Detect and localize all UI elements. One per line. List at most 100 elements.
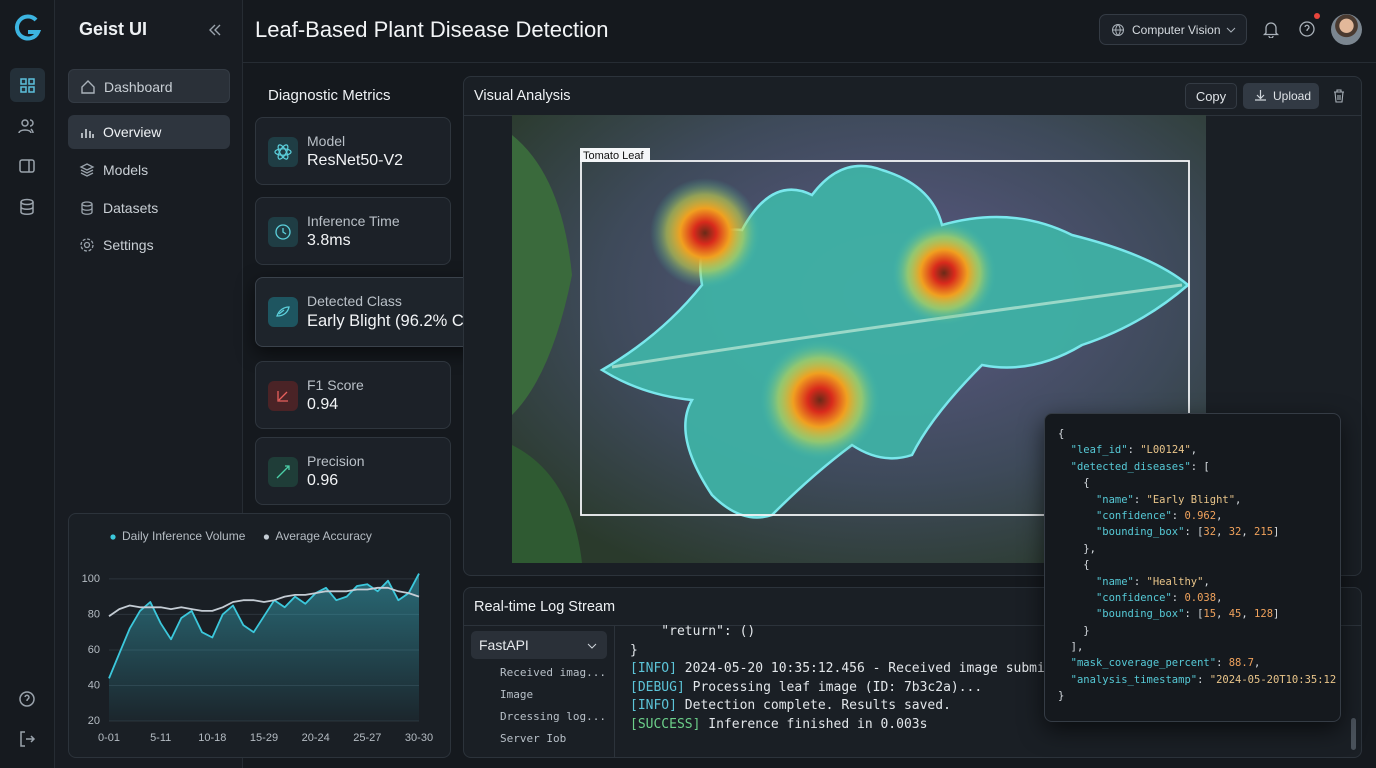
metric-label: Precision <box>307 453 365 469</box>
json-line: "bounding_box": [32, 32, 215] <box>1095 526 1280 539</box>
domain-selector[interactable]: Computer Vision <box>1099 14 1247 45</box>
json-line: "mask_coverage_percent": 88.7, <box>1070 657 1261 670</box>
json-line: "confidence": 0.962, <box>1095 509 1223 522</box>
metric-value: 3.8ms <box>307 232 351 249</box>
rail-users[interactable] <box>17 116 37 136</box>
delete-button[interactable] <box>1331 88 1347 104</box>
log-message: "return": () <box>630 624 756 639</box>
y-tick-label: 100 <box>82 573 100 585</box>
nav-item[interactable]: Models <box>68 153 230 187</box>
scrollbar <box>1351 718 1356 750</box>
rail-media[interactable] <box>17 156 37 176</box>
nav-item[interactable]: Dashboard <box>68 69 230 103</box>
json-line: { <box>1058 559 1090 572</box>
legend-marker <box>110 534 116 540</box>
log-message: Detection complete. Results saved. <box>676 698 951 714</box>
log-tag: [SUCCESS] <box>630 716 701 732</box>
x-tick-label: 20-24 <box>302 732 330 744</box>
upload-button[interactable]: Upload <box>1243 83 1319 109</box>
json-line: "leaf_id": "L00124", <box>1070 444 1198 457</box>
metric-value: ResNet50-V2 <box>307 152 404 169</box>
upload-label: Upload <box>1273 89 1312 103</box>
json-popup: { "leaf_id": "L00124", "detected_disease… <box>1044 413 1341 722</box>
json-line: "name": "Healthy", <box>1095 575 1210 588</box>
json-body: { "leaf_id": "L00124", "detected_disease… <box>1058 428 1336 707</box>
legend-label: Average Accuracy <box>275 529 372 543</box>
json-line: } <box>1058 624 1090 637</box>
metric-card: Inference Time 3.8ms <box>255 197 451 265</box>
brand: Geist UI <box>79 19 148 39</box>
source-item: Server Iob <box>500 732 567 745</box>
log-line: [INFO] 2024-05-20 10:35:12.456 - Receive… <box>630 661 1053 680</box>
log-tag: [INFO] <box>630 698 677 714</box>
copy-button[interactable]: Copy <box>1185 83 1237 109</box>
metric-card: F1 Score 0.94 <box>255 361 451 429</box>
nav-label: Models <box>103 162 149 178</box>
metric-icon <box>268 381 298 411</box>
selector-label: Computer Vision <box>1132 23 1221 37</box>
source-label: FastAPI <box>479 637 529 653</box>
x-tick-label: 15-29 <box>250 732 278 744</box>
metric-label: Inference Time <box>307 213 400 229</box>
metric-label: Detected Class <box>307 293 402 309</box>
metric-icon <box>268 457 298 487</box>
json-line: "analysis_timestamp": "2024-05-20T10:35:… <box>1070 673 1337 686</box>
nav-item[interactable]: Datasets <box>68 191 230 225</box>
notifications[interactable] <box>1262 20 1280 38</box>
help[interactable] <box>1297 11 1323 39</box>
x-tick-label: 0-01 <box>98 732 120 744</box>
box-label: Tomato Leaf <box>583 150 644 162</box>
rail-logout[interactable] <box>17 729 37 749</box>
source-list: Received imag... Image Drcessing log... Ser… <box>500 666 606 754</box>
panel-divider <box>614 625 615 757</box>
line <box>108 573 420 679</box>
y-tick-label: 60 <box>88 644 100 656</box>
log-message: } <box>630 642 638 658</box>
panel-divider <box>464 625 1361 626</box>
metric-value: 0.96 <box>307 472 339 489</box>
json-line: "bounding_box": [15, 45, 128] <box>1095 608 1280 621</box>
rail-help[interactable] <box>17 689 37 709</box>
log-line: } <box>630 643 1053 662</box>
nav-label: Settings <box>103 237 154 253</box>
rail-dashboard[interactable] <box>10 68 45 102</box>
log-line: [INFO] Detection complete. Results saved… <box>630 698 1053 717</box>
json-line: }, <box>1058 542 1096 555</box>
metric-card: Precision 0.96 <box>255 437 451 505</box>
json-line: } <box>1058 690 1065 703</box>
avatar[interactable] <box>1331 14 1362 45</box>
log-line: [DEBUG] Processing leaf image (ID: 7b3c2… <box>630 680 1053 699</box>
legend-label: Daily Inference Volume <box>122 529 246 543</box>
nav-item[interactable]: Settings <box>68 228 230 262</box>
panel-title: Visual Analysis <box>474 88 571 104</box>
log-tag: [DEBUG] <box>630 679 685 695</box>
metric-label: Model <box>307 133 346 149</box>
x-tick-label: 25-27 <box>353 732 381 744</box>
metric-card: Model ResNet50-V2 <box>255 117 451 185</box>
header-divider <box>243 62 1376 63</box>
line <box>108 586 420 617</box>
x-tick-label: 30-30 <box>405 732 433 744</box>
log-message: 2024-05-20 10:35:12.456 - Received image… <box>676 661 1053 677</box>
logo <box>14 14 42 41</box>
json-line: "detected_diseases": [ <box>1070 460 1210 473</box>
metric-value: 0.94 <box>307 396 339 413</box>
metric-label: F1 Score <box>307 377 364 393</box>
log-message: Processing leaf image (ID: 7b3c2a)... <box>684 679 983 695</box>
nav-item[interactable]: Overview <box>68 115 230 149</box>
json-line: "confidence": 0.038, <box>1095 591 1223 604</box>
json-line: "name": "Early Blight", <box>1095 493 1242 506</box>
page-title: Leaf-Based Plant Disease Detection <box>255 17 609 42</box>
section-title: Diagnostic Metrics <box>268 87 391 104</box>
log-tag: [INFO] <box>630 661 677 677</box>
log-line: "return": () <box>630 624 1053 643</box>
json-line: { <box>1058 428 1065 440</box>
json-line: { <box>1058 477 1090 490</box>
source-dropdown[interactable]: FastAPI <box>471 631 607 659</box>
metric-icon <box>268 137 298 167</box>
y-tick-label: 20 <box>88 715 100 727</box>
collapse-button[interactable] <box>207 22 223 38</box>
rail-database[interactable] <box>17 197 37 217</box>
nav-label: Datasets <box>103 200 159 216</box>
